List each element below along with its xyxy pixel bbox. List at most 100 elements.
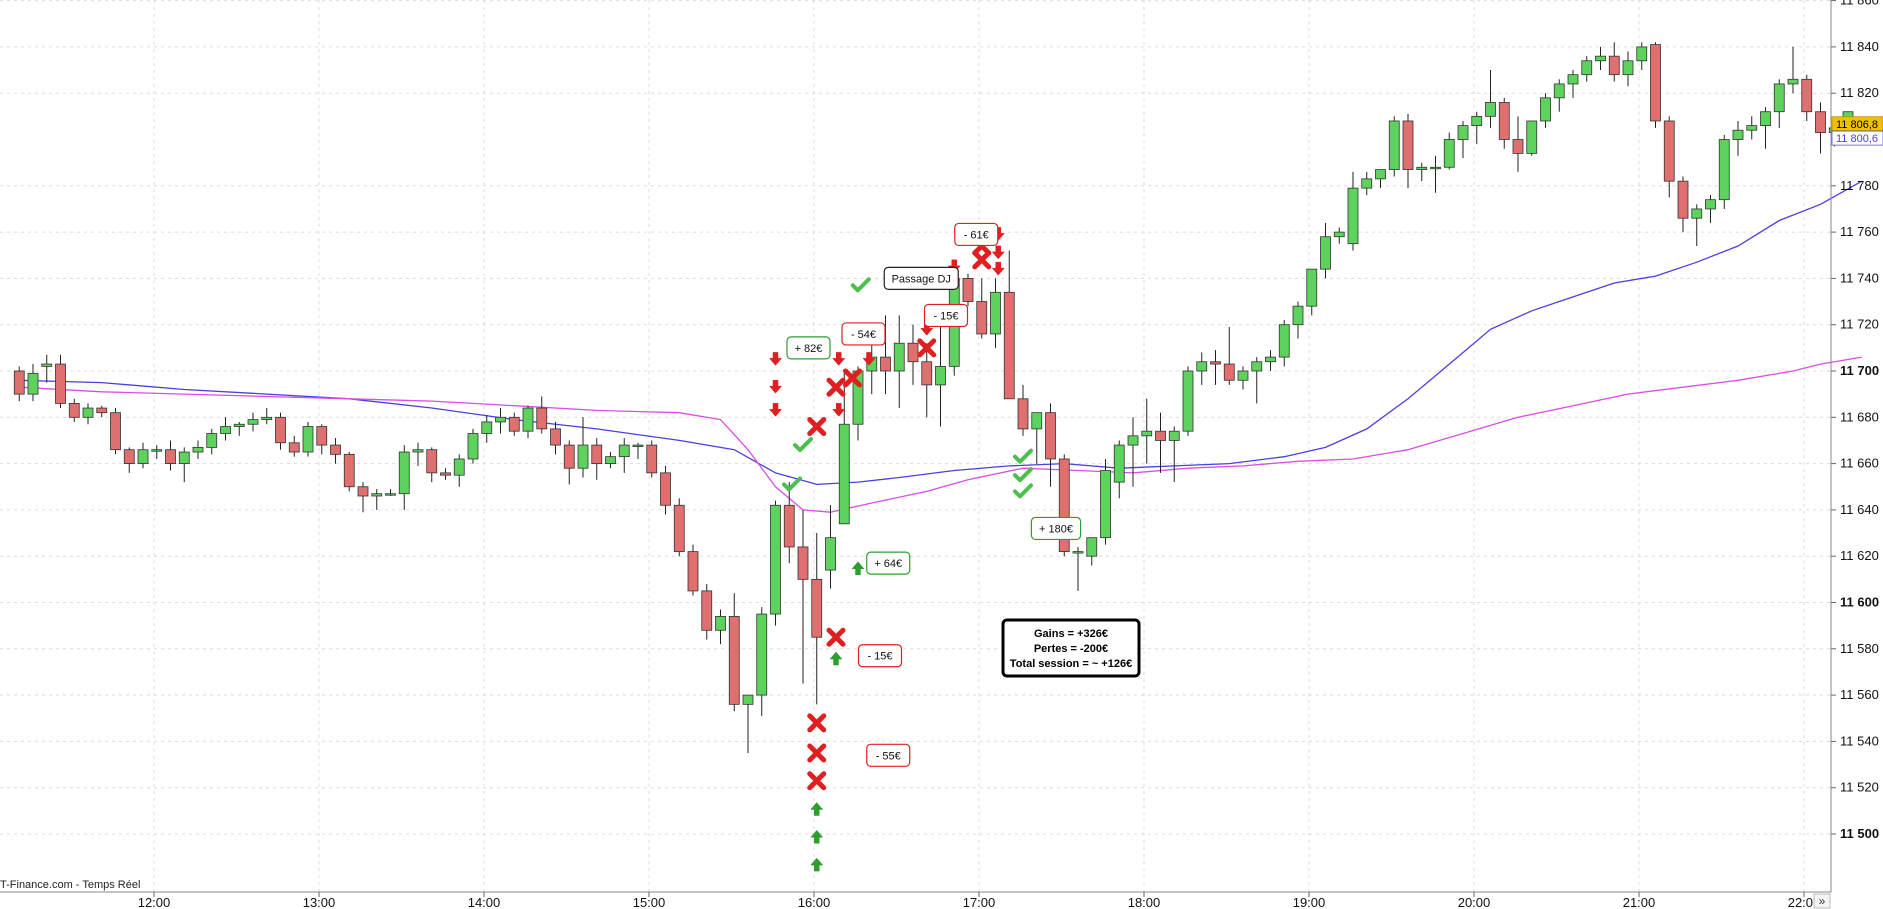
candle-body — [247, 419, 259, 425]
candle-body — [302, 426, 314, 453]
candle-body — [907, 342, 919, 363]
candle — [1622, 51, 1634, 87]
candle-body — [1718, 139, 1730, 201]
sell-arrow-icon — [832, 403, 846, 417]
y-tick-label: 11 740 — [1840, 270, 1879, 285]
buy-arrow-icon — [810, 857, 824, 872]
x-tick-label: 14:00 — [468, 895, 501, 909]
candle-body — [756, 613, 768, 696]
trade-annotations: + 82€ - 54€ - 15€ Passage DJ - 61€ + 180€ + 64… — [786, 222, 1082, 767]
x-tick-label: 22:00 — [1788, 895, 1821, 909]
candle — [13, 366, 25, 402]
label-box — [954, 222, 999, 247]
sell-arrow-icon — [862, 352, 876, 366]
candle-body — [1003, 291, 1015, 400]
candle-body — [1608, 55, 1620, 76]
summary-losses: Pertes = -200€ — [1034, 643, 1108, 655]
candle — [536, 396, 548, 434]
summary-total: Total session = ~ +126€ — [1010, 658, 1132, 670]
candle-body — [467, 433, 479, 460]
candle — [797, 509, 809, 684]
candle — [976, 278, 988, 339]
candle — [385, 489, 396, 497]
y-tick-label: 11 640 — [1840, 502, 1879, 517]
sell-arrow-icon — [768, 403, 783, 417]
candle-body — [440, 472, 451, 476]
candle-body — [1787, 78, 1799, 85]
candle — [632, 442, 644, 459]
candle-body — [783, 504, 795, 548]
label-box — [866, 743, 911, 767]
scroll-right-button[interactable]: » — [1813, 893, 1831, 909]
candle — [220, 417, 231, 441]
candle-body — [893, 342, 905, 372]
candle — [577, 417, 589, 478]
candle-body — [618, 444, 630, 458]
candle-body — [1031, 412, 1043, 430]
x-tick-label: 16:00 — [798, 895, 831, 909]
candle — [467, 428, 479, 464]
candle-body — [673, 504, 685, 552]
candle — [1567, 70, 1579, 98]
label-box — [866, 551, 911, 575]
x-tick-label: 15:00 — [633, 895, 666, 909]
candle-body — [687, 551, 699, 592]
candle-body — [660, 472, 671, 506]
session-summary-box: Gains = +326€ Pertes = -200€ Total sessi… — [1001, 618, 1141, 678]
candle — [1223, 327, 1235, 385]
candle-body — [1086, 537, 1098, 557]
candle-body — [233, 423, 245, 427]
candle-body — [1402, 120, 1414, 170]
candle — [1663, 116, 1675, 198]
candle-body — [1210, 361, 1221, 365]
candle-body — [1553, 83, 1565, 99]
loss-cross-icon — [807, 417, 827, 437]
candle-body — [811, 578, 823, 638]
loss-cross-icon — [826, 627, 846, 647]
candle — [618, 438, 630, 473]
candle-body — [110, 412, 121, 451]
x-tick-label: 18:00 — [1128, 895, 1161, 909]
sell-arrow-icon — [768, 352, 783, 366]
candle-body — [1306, 268, 1318, 307]
candle-body — [412, 449, 424, 453]
label-text: - 54€ — [851, 329, 876, 341]
win-check-icon — [793, 437, 813, 453]
label-text: - 15€ — [867, 651, 892, 663]
trade-result-label: - 61€ — [954, 222, 999, 247]
candle — [247, 412, 259, 432]
candle — [68, 398, 80, 422]
loss-cross-icon — [843, 368, 862, 388]
candle-body — [426, 449, 438, 474]
candle-body — [55, 363, 66, 404]
candle-body — [1457, 125, 1469, 140]
candle-body — [165, 449, 176, 464]
candle — [412, 442, 424, 466]
label-text: + 82€ — [795, 343, 823, 355]
buy-arrow-icon — [810, 802, 824, 816]
trade-result-label: - 15€ — [923, 303, 969, 328]
candle-body — [1347, 187, 1359, 245]
candle-body — [591, 444, 603, 464]
candle — [728, 593, 740, 712]
candle — [701, 583, 713, 640]
candle-body — [728, 615, 740, 705]
sell-arrow-icon — [832, 352, 846, 366]
candle-body — [838, 423, 850, 525]
candle — [550, 421, 561, 455]
candle-body — [330, 444, 341, 455]
candle — [1677, 176, 1689, 233]
candle-body — [1650, 44, 1661, 122]
candle-body — [976, 301, 988, 335]
sell-arrow-icon — [768, 379, 783, 394]
candle-body — [1278, 324, 1290, 358]
cross-stroke — [843, 368, 862, 388]
label-box — [841, 322, 886, 346]
candle — [1581, 56, 1593, 82]
trade-result-label: + 180€ — [1030, 516, 1082, 541]
candle-body — [825, 537, 836, 571]
candle — [1540, 93, 1551, 128]
candle — [1732, 120, 1744, 156]
label-text: - 55€ — [876, 750, 901, 762]
y-tick-label: 11 580 — [1840, 641, 1879, 656]
